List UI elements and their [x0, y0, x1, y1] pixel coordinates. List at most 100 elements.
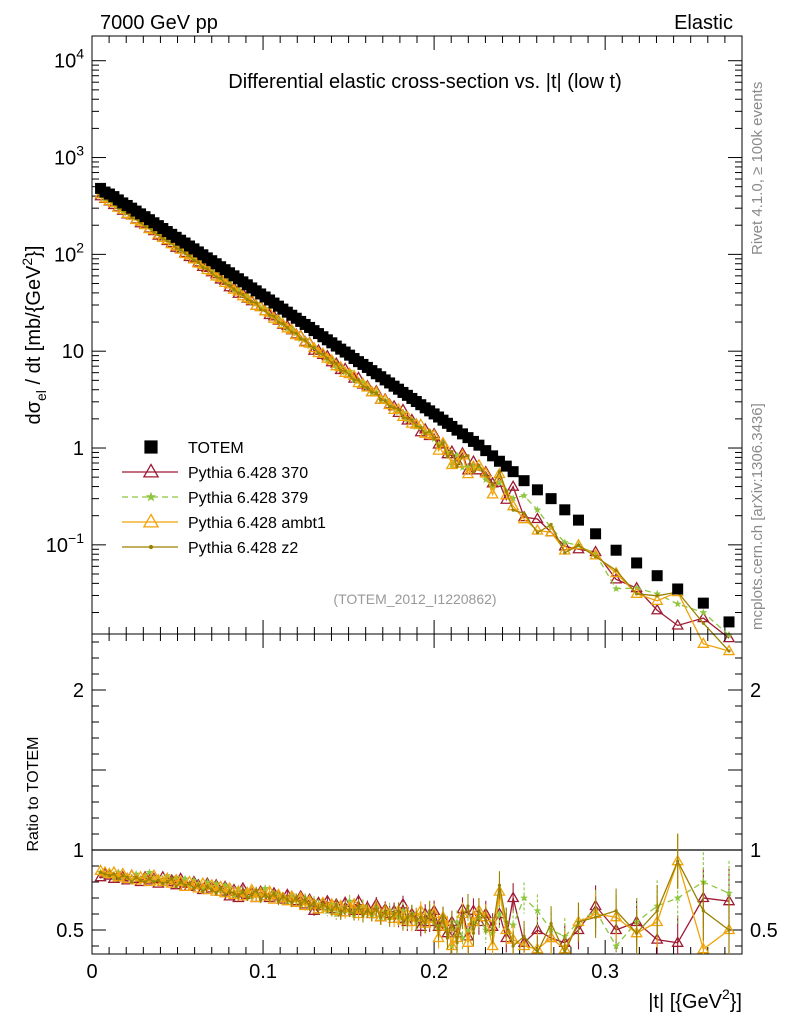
ratio-point-z2 — [374, 907, 378, 911]
ratio-point-ambt1 — [432, 931, 445, 943]
ratio-point-ambt1 — [116, 867, 130, 879]
ratio-point-p379 — [725, 889, 733, 897]
ratio-point-z2 — [563, 950, 567, 954]
legend-marker-z2 — [148, 544, 154, 550]
ratio-point-p379 — [345, 897, 354, 905]
main-point-z2 — [445, 455, 450, 459]
main-point-z2 — [307, 343, 312, 348]
main-point-z2 — [299, 337, 303, 341]
main-point-z2 — [504, 489, 508, 493]
ratio-point-z2 — [535, 950, 540, 954]
ratio-point-ambt1 — [125, 868, 138, 880]
main-point-z2 — [535, 531, 540, 535]
ratio-point-z2 — [307, 904, 312, 908]
main-point-z2 — [365, 385, 370, 390]
main-point-p379 — [332, 363, 341, 371]
ratio-point-z2 — [334, 902, 338, 907]
ratio-y-axis-label: Ratio to TOTEM — [25, 737, 42, 852]
main-point-totem — [631, 557, 643, 569]
main-point-ambt1 — [245, 293, 259, 305]
ratio-point-z2 — [401, 920, 405, 924]
main-point-z2 — [130, 215, 134, 220]
main-point-z2 — [285, 326, 289, 330]
main-point-z2 — [223, 281, 227, 286]
legend-marker-p379 — [145, 491, 157, 502]
ratio-point-z2 — [156, 878, 160, 883]
ratio-point-z2 — [339, 912, 343, 916]
main-point-z2 — [174, 246, 178, 250]
ratio-point-p379 — [533, 906, 542, 915]
main-point-p379 — [725, 631, 733, 639]
ratio-point-z2 — [223, 893, 227, 897]
main-point-ambt1 — [500, 488, 513, 500]
main-point-z2 — [455, 464, 459, 469]
rivet-version-label: Rivet 4.1.0, ≥ 100k events — [749, 82, 766, 255]
x-tick-label: 0.1 — [249, 961, 277, 983]
ratio-point-z2 — [210, 888, 214, 892]
ratio-series-line-p379 — [100, 871, 730, 948]
ratio-point-ambt1 — [227, 888, 241, 899]
main-point-z2 — [522, 511, 526, 515]
main-point-totem — [559, 504, 571, 516]
ratio-point-z2 — [325, 905, 329, 910]
ratio-point-ambt1 — [697, 942, 710, 954]
main-point-z2 — [152, 230, 156, 234]
ratio-point-z2 — [460, 915, 465, 919]
main-point-ambt1 — [472, 458, 486, 470]
ratio-point-z2 — [614, 909, 618, 913]
main-point-ambt1 — [650, 594, 664, 606]
ratio-point-z2 — [250, 893, 254, 897]
main-point-totem — [500, 460, 512, 472]
main-point-z2 — [614, 568, 618, 572]
ratio-point-ambt1 — [486, 939, 499, 951]
ratio-point-p370 — [671, 936, 684, 947]
main-point-totem — [572, 514, 584, 526]
legend-marker-p370 — [142, 463, 160, 478]
ratio-point-z2 — [178, 880, 183, 884]
ratio-point-z2 — [419, 915, 423, 919]
ratio-point-z2 — [356, 904, 361, 908]
main-point-z2 — [374, 391, 378, 395]
main-point-p379 — [673, 599, 682, 608]
main-point-z2 — [210, 271, 214, 275]
ratio-point-z2 — [330, 909, 334, 913]
main-point-p370 — [671, 618, 684, 630]
ratio-point-z2 — [299, 902, 303, 907]
main-y-tick-label: 103 — [54, 143, 84, 170]
main-point-p379 — [359, 378, 367, 386]
header-right-label: Elastic — [674, 12, 733, 34]
main-point-z2 — [263, 309, 267, 313]
ratio-point-z2 — [219, 886, 223, 891]
main-point-z2 — [356, 378, 361, 382]
ratio-point-z2 — [276, 899, 281, 903]
ratio-point-z2 — [201, 889, 205, 894]
main-point-p379 — [699, 608, 708, 616]
ratio-point-ambt1 — [387, 912, 401, 923]
main-point-totem — [672, 583, 684, 595]
ratio-y-tick-labels: 0.5 0.5 1 1 2 2 — [56, 680, 778, 942]
ratio-point-z2 — [138, 878, 143, 883]
ratio-point-z2 — [450, 920, 454, 924]
ratio-point-z2 — [593, 915, 598, 919]
main-point-z2 — [423, 432, 427, 436]
ratio-point-z2 — [445, 936, 450, 940]
main-title: Differential elastic cross-section vs. |… — [228, 71, 621, 93]
main-point-ambt1 — [214, 271, 227, 282]
ratio-point-z2 — [392, 912, 396, 916]
main-panel: Differential elastic cross-section vs. |… — [19, 35, 743, 656]
main-point-z2 — [276, 320, 281, 324]
analysis-tag: (TOTEM_2012_I1220862) — [333, 591, 496, 607]
ratio-point-z2 — [112, 872, 116, 876]
main-point-p379 — [234, 286, 243, 294]
ratio-point-z2 — [272, 891, 276, 895]
main-point-z2 — [183, 251, 187, 256]
main-point-ambt1 — [401, 410, 414, 421]
ratio-point-z2 — [441, 915, 445, 919]
legend-marker-ambt1 — [142, 513, 160, 528]
main-point-z2 — [330, 361, 334, 365]
main-point-z2 — [401, 415, 405, 420]
main-point-ambt1 — [456, 448, 469, 460]
main-point-z2 — [312, 345, 316, 350]
main-point-z2 — [236, 291, 241, 295]
x-tick-label: 0.2 — [420, 961, 448, 983]
